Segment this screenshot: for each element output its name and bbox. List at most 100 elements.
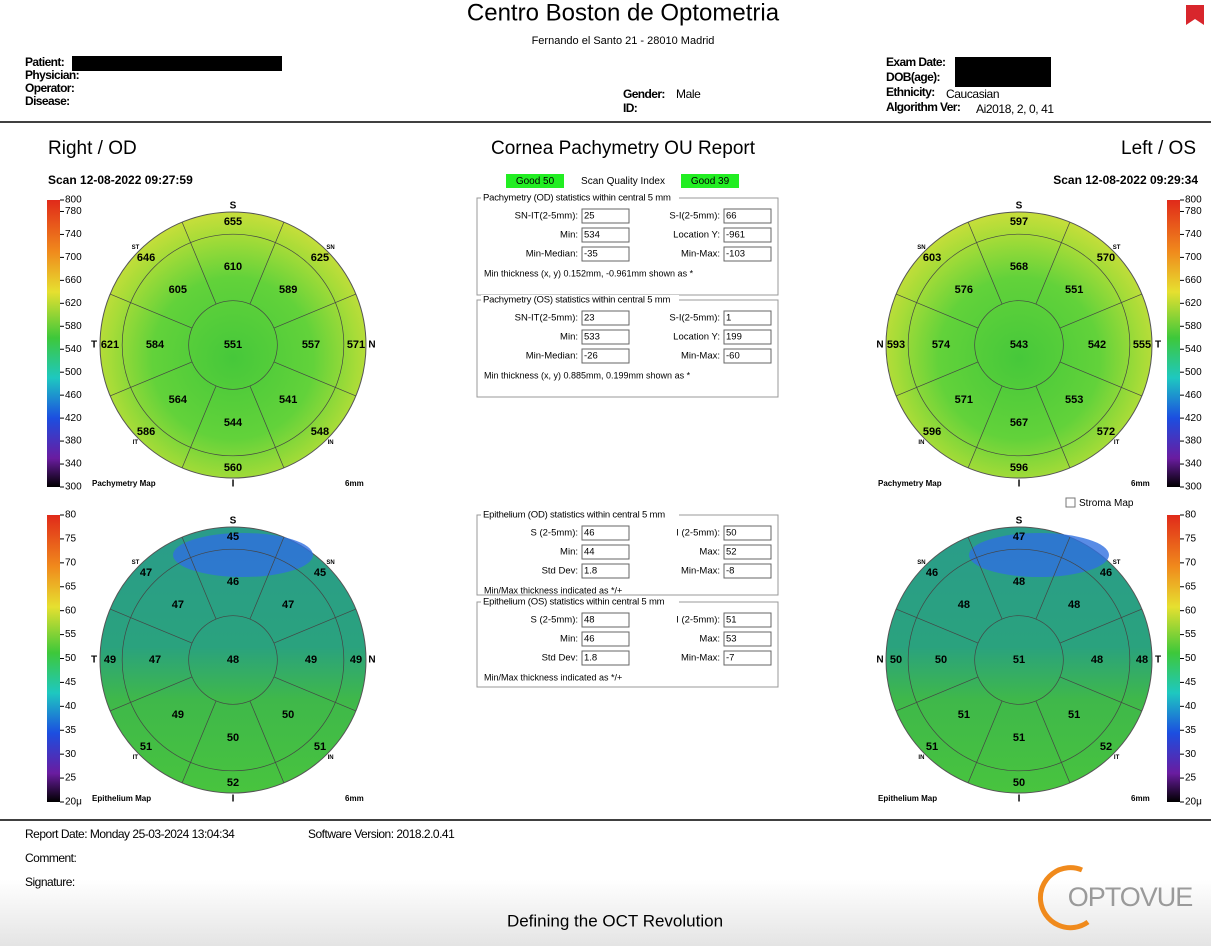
field-label: Operator: bbox=[25, 81, 74, 95]
ring-5mm bbox=[121, 233, 345, 457]
map-disc bbox=[99, 526, 367, 794]
scale-label: 35 bbox=[65, 725, 77, 736]
sector-value: 47 bbox=[1013, 531, 1025, 543]
scale-label: 420 bbox=[1185, 413, 1202, 424]
axis-label: I bbox=[1018, 479, 1021, 490]
map-disc bbox=[99, 211, 367, 479]
stats-value: -8 bbox=[726, 566, 734, 577]
center-value: 543 bbox=[1010, 339, 1028, 351]
stats-label: Std Dev: bbox=[542, 566, 578, 577]
signature-label: Signature: bbox=[25, 875, 75, 889]
stats-field bbox=[581, 525, 630, 541]
stats-field bbox=[723, 329, 772, 345]
stats-value: -7 bbox=[726, 653, 734, 664]
map-name: Epithelium Map bbox=[878, 794, 937, 803]
sector-value: 49 bbox=[172, 709, 184, 721]
stats-value: 25 bbox=[584, 211, 595, 222]
clinic-title: Centro Boston de Optometria bbox=[467, 0, 780, 26]
comment-label: Comment: bbox=[25, 851, 77, 865]
quality-value: Good 39 bbox=[691, 176, 730, 187]
sector-value: 48 bbox=[1091, 654, 1103, 666]
sector-value: 571 bbox=[955, 394, 973, 406]
sector-line bbox=[249, 700, 285, 784]
sector-value: 48 bbox=[958, 599, 970, 611]
scale-label: 60 bbox=[65, 605, 77, 616]
stats-field bbox=[581, 612, 630, 628]
stats-field bbox=[723, 310, 772, 326]
quality-badge bbox=[506, 174, 564, 188]
scale-label: 40 bbox=[1185, 701, 1197, 712]
tagline: Defining the OCT Revolution bbox=[507, 911, 723, 930]
sector-value: 49 bbox=[350, 654, 362, 666]
stats-value: 53 bbox=[726, 634, 737, 645]
sector-value: 564 bbox=[169, 394, 188, 406]
stats-value: 534 bbox=[584, 230, 600, 241]
sector-line bbox=[249, 221, 285, 305]
axis-label: N bbox=[368, 340, 375, 351]
stats-field bbox=[723, 525, 772, 541]
footer-band bbox=[0, 880, 1211, 946]
field-label: DOB(age): bbox=[886, 70, 940, 84]
center-value: 48 bbox=[227, 654, 239, 666]
field-value: Male bbox=[676, 87, 701, 101]
sector-value: 560 bbox=[224, 462, 242, 474]
stats-note: Min/Max thickness indicated as */+ bbox=[484, 672, 622, 682]
stats-value: -103 bbox=[726, 249, 745, 260]
stats-value: 46 bbox=[584, 634, 595, 645]
stats-label: Min-Median: bbox=[526, 249, 578, 260]
sector-line bbox=[967, 700, 1003, 784]
stats-field bbox=[723, 348, 772, 364]
stats-value: 52 bbox=[726, 547, 737, 558]
axis-label: S bbox=[1016, 516, 1023, 527]
stats-label: Location Y: bbox=[673, 230, 720, 241]
scale-label: 35 bbox=[1185, 725, 1197, 736]
sector-line bbox=[967, 536, 1003, 620]
stats-title: Pachymetry (OD) statistics within centra… bbox=[483, 193, 671, 204]
scale-label: 45 bbox=[1185, 677, 1197, 688]
scale-label: 700 bbox=[1185, 252, 1202, 263]
stats-value: 533 bbox=[584, 332, 600, 343]
report-title: Cornea Pachymetry OU Report bbox=[491, 138, 756, 159]
scale-label: 340 bbox=[1185, 459, 1202, 470]
sector-line bbox=[895, 293, 979, 329]
center-value: 51 bbox=[1013, 654, 1025, 666]
scale-label: 700 bbox=[65, 252, 82, 263]
sector-value: 568 bbox=[1010, 261, 1028, 273]
field-label: Exam Date: bbox=[886, 55, 945, 69]
field-label: Gender: bbox=[623, 87, 665, 101]
sector-value: 50 bbox=[282, 709, 294, 721]
stats-field bbox=[581, 650, 630, 666]
sector-value: 47 bbox=[172, 599, 184, 611]
bookmark-icon[interactable] bbox=[1186, 5, 1204, 25]
stats-value: -60 bbox=[726, 351, 740, 362]
scale-label: 65 bbox=[1185, 581, 1197, 592]
map-size: 6mm bbox=[345, 794, 364, 803]
software-version: Software Version: 2018.2.0.41 bbox=[308, 827, 455, 841]
ring-5mm bbox=[907, 233, 1131, 457]
sector-line bbox=[109, 608, 193, 644]
sector-line bbox=[109, 293, 193, 329]
logo-mark bbox=[1037, 865, 1090, 931]
sector-line bbox=[109, 361, 193, 397]
stats-note: Min thickness (x, y) 0.885mm, 0.199mm sh… bbox=[484, 370, 691, 380]
ring-2mm bbox=[974, 615, 1064, 705]
stats-value: 1.8 bbox=[584, 653, 597, 664]
sector-value: 46 bbox=[926, 567, 938, 579]
stats-field bbox=[581, 310, 630, 326]
stats-label: Min: bbox=[560, 547, 578, 558]
sector-value: 574 bbox=[932, 339, 951, 351]
axis-label: T bbox=[91, 340, 97, 351]
stats-label: Location Y: bbox=[673, 332, 720, 343]
stats-value: 1 bbox=[726, 313, 731, 324]
checkbox[interactable] bbox=[1065, 497, 1076, 508]
scale-label: 300 bbox=[1185, 482, 1202, 493]
field-value: Caucasian bbox=[946, 87, 999, 101]
color-bar bbox=[47, 200, 60, 487]
sector-value: 50 bbox=[935, 654, 947, 666]
sector-value: 51 bbox=[958, 709, 970, 721]
sector-value: 557 bbox=[302, 339, 320, 351]
sector-value: 48 bbox=[1136, 654, 1148, 666]
scale-label: 500 bbox=[1185, 367, 1202, 378]
sector-value: 47 bbox=[282, 599, 294, 611]
